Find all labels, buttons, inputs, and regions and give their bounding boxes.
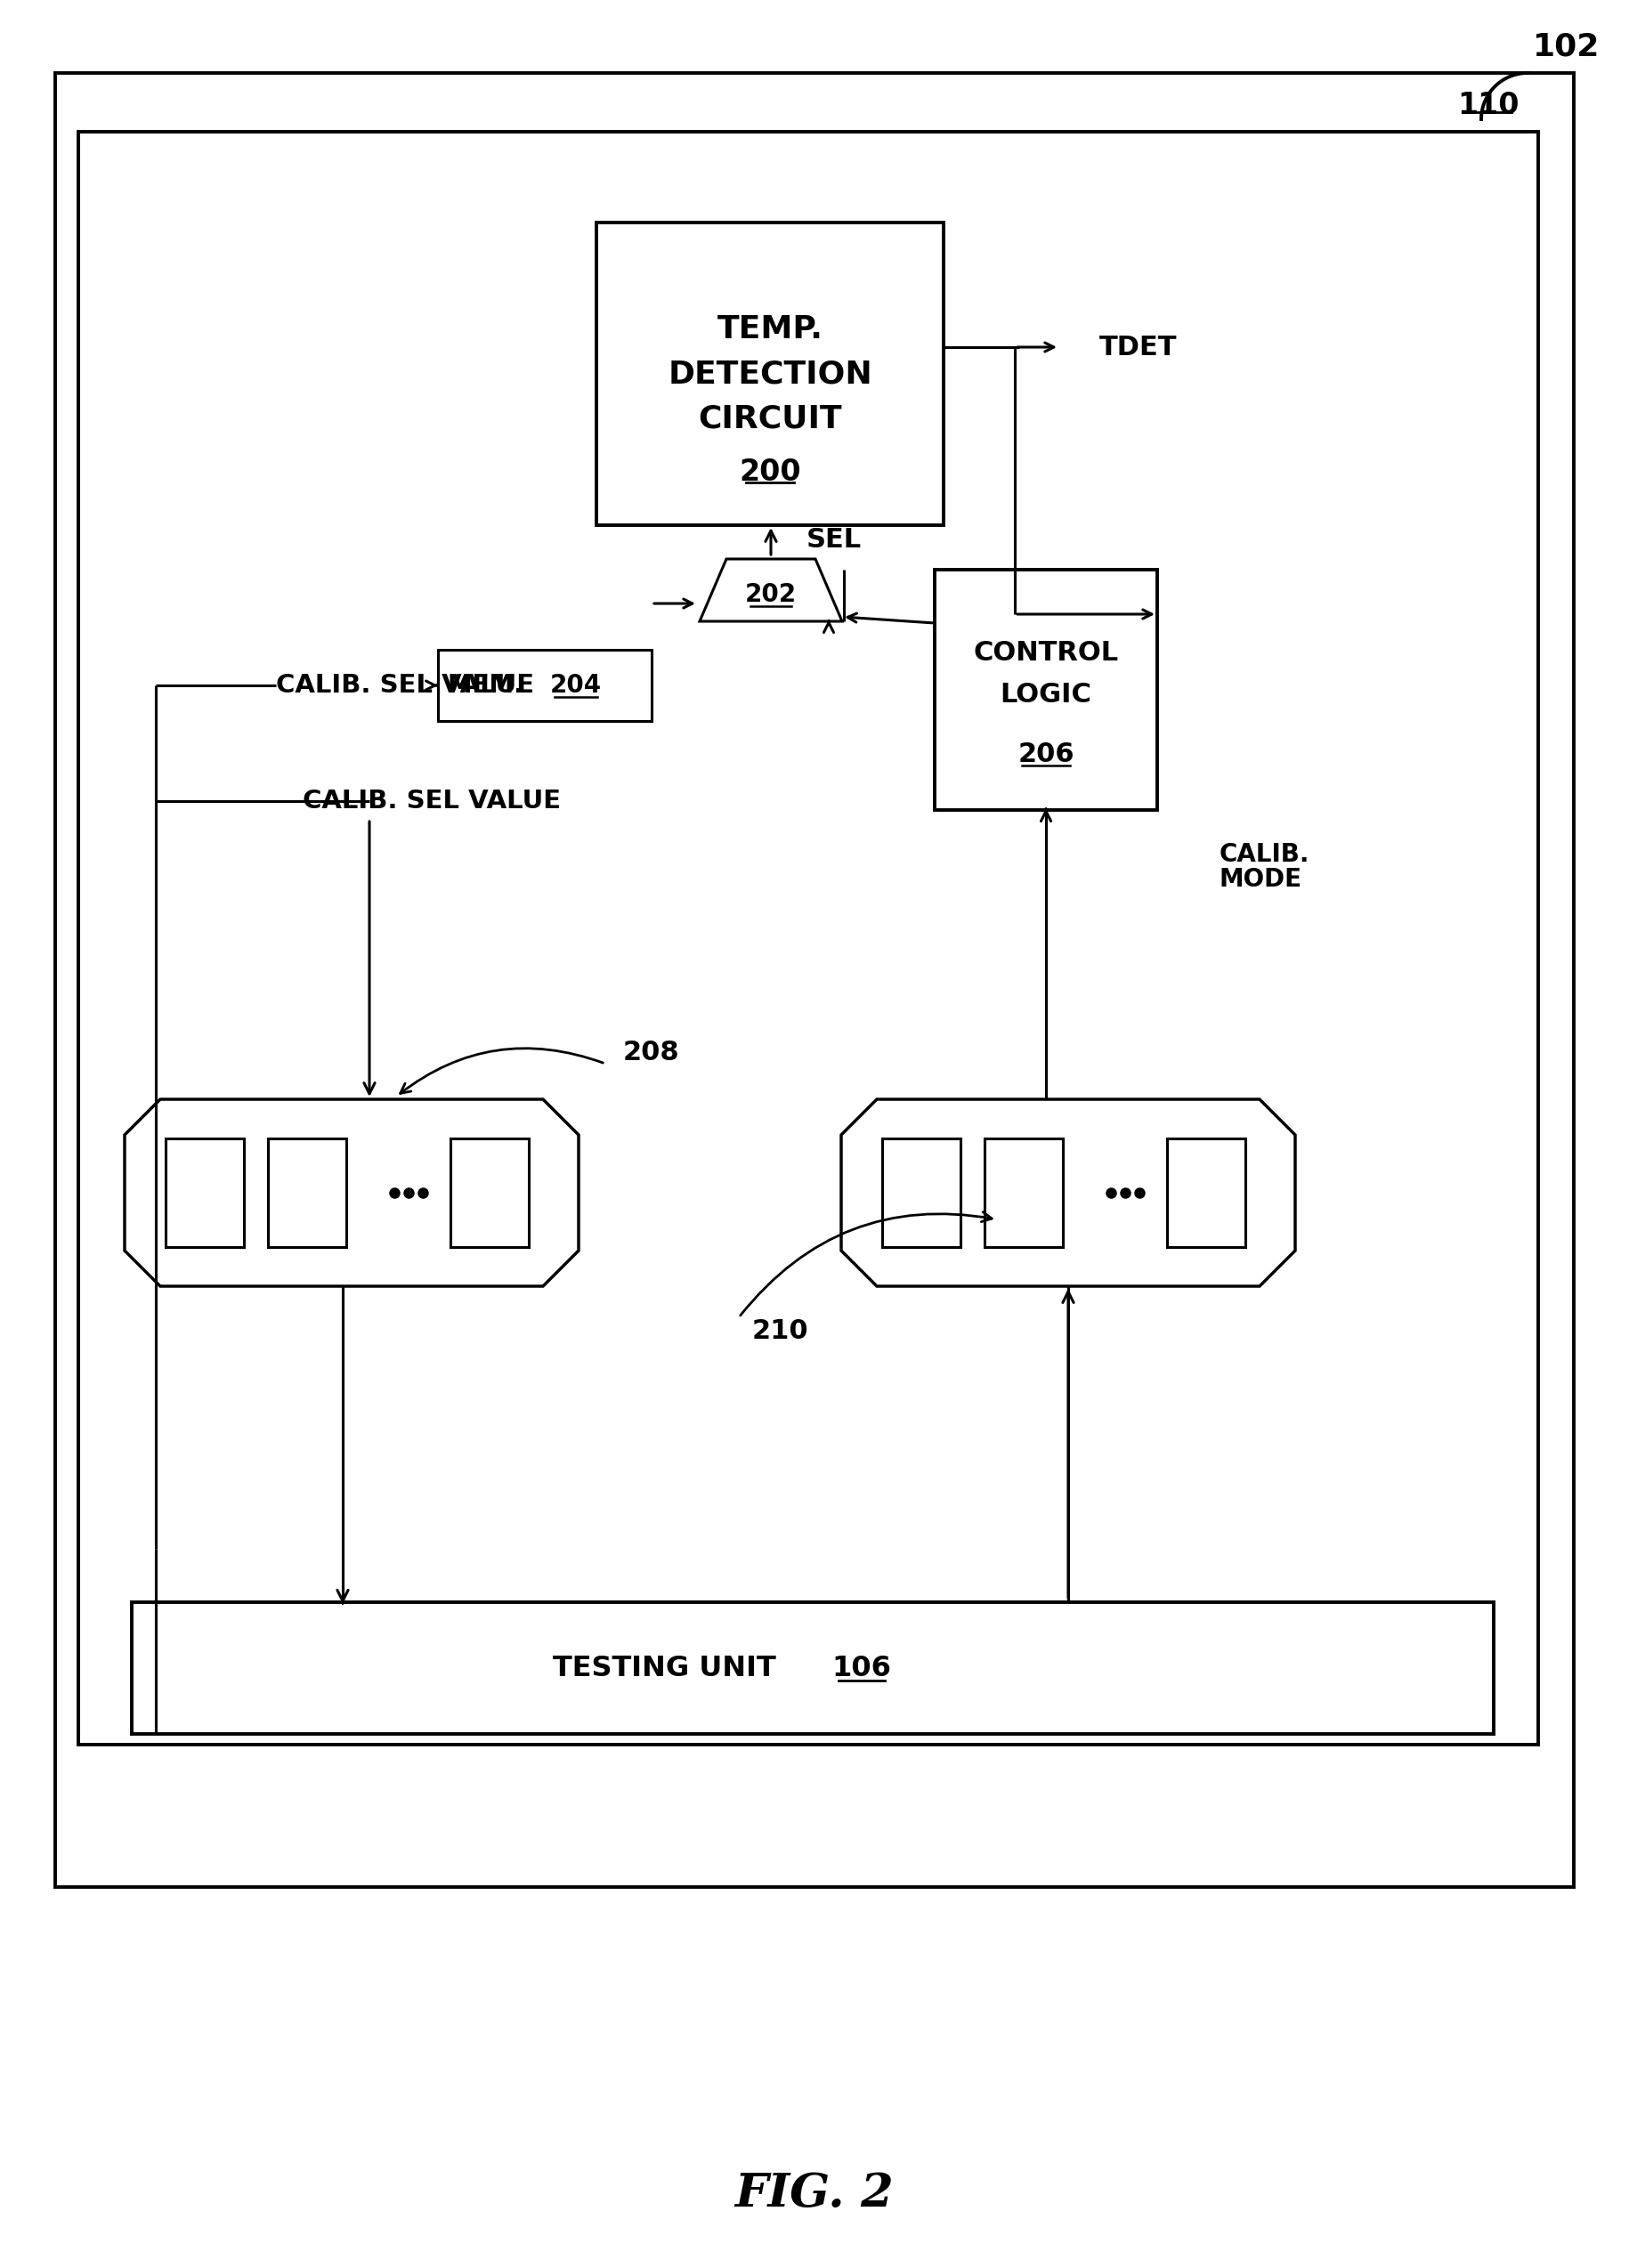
Polygon shape	[125, 1100, 578, 1286]
Text: SEL: SEL	[806, 526, 862, 553]
Text: MEM.: MEM.	[448, 674, 531, 699]
Text: CONTROL: CONTROL	[974, 640, 1119, 665]
Text: 102: 102	[1533, 32, 1600, 61]
Text: 106: 106	[832, 1653, 891, 1683]
Bar	[78, 132, 1538, 1744]
Bar	[596, 222, 943, 526]
Text: 204: 204	[551, 674, 601, 699]
Text: FIG. 2: FIG. 2	[735, 2170, 894, 2216]
Bar	[166, 1139, 244, 1247]
Bar	[55, 73, 1574, 1887]
Text: 202: 202	[744, 583, 797, 608]
Text: MODE: MODE	[1220, 866, 1302, 891]
Text: 210: 210	[753, 1318, 810, 1343]
Text: CALIB. SEL VALUE: CALIB. SEL VALUE	[303, 789, 560, 814]
Bar	[1166, 1139, 1245, 1247]
Text: CALIB.: CALIB.	[1220, 841, 1310, 866]
Polygon shape	[841, 1100, 1295, 1286]
Text: TEMP.: TEMP.	[717, 315, 823, 345]
Bar	[451, 1139, 529, 1247]
Text: 110: 110	[1458, 91, 1520, 120]
Bar	[267, 1139, 347, 1247]
Text: 206: 206	[1018, 742, 1074, 767]
Text: DETECTION: DETECTION	[668, 358, 872, 390]
Bar	[438, 649, 652, 721]
Text: TDET: TDET	[1100, 333, 1178, 361]
Text: CIRCUIT: CIRCUIT	[699, 404, 842, 433]
Text: 200: 200	[740, 458, 801, 485]
Text: LOGIC: LOGIC	[1000, 680, 1091, 708]
Bar	[984, 1139, 1062, 1247]
Text: TESTING UNIT: TESTING UNIT	[552, 1653, 787, 1683]
Text: 208: 208	[624, 1039, 679, 1066]
Polygon shape	[700, 558, 842, 621]
Bar	[935, 569, 1157, 810]
Bar	[132, 1601, 1494, 1735]
Bar	[883, 1139, 961, 1247]
Text: CALIB. SEL VALUE: CALIB. SEL VALUE	[275, 674, 534, 699]
